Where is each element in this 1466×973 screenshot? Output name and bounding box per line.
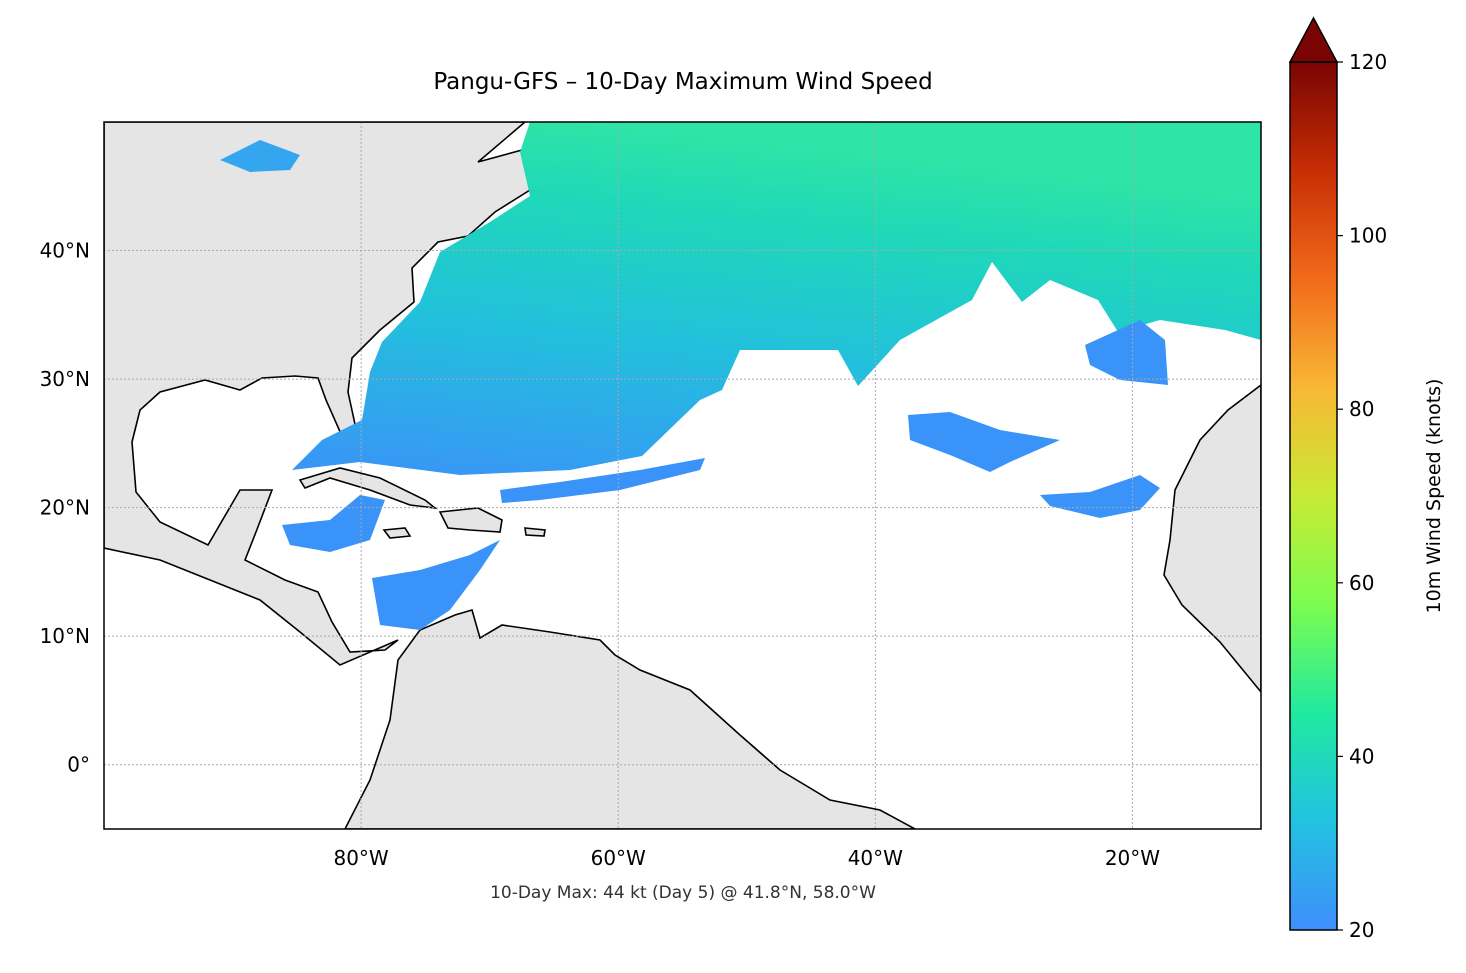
colorbar-tick-label: 100 [1349,224,1387,248]
colorbar-label: 10m Wind Speed (knots) [1423,379,1445,614]
colorbar-tick-label: 120 [1349,50,1387,74]
x-tick-label: 60°W [591,846,646,870]
x-tick-label: 40°W [848,846,903,870]
colorbar-frame [1289,61,1338,931]
wind-field [908,412,1060,472]
y-tick-label: 20°N [40,496,90,520]
wind-field [292,122,1261,475]
footnote: 10-Day Max: 44 kt (Day 5) @ 41.8°N, 58.0… [490,883,876,903]
north-america [104,122,531,666]
colorbar-tick-label: 60 [1349,571,1374,595]
colorbar-tick-label: 80 [1349,397,1374,421]
wind-field [282,495,385,552]
colorbar [1290,62,1337,930]
colorbar-extension [1288,16,1339,63]
map-frame [103,121,1262,830]
jamaica [382,527,412,539]
y-tick-label: 0° [67,753,90,777]
grid [104,122,1261,829]
y-tick-label: 30°N [40,367,90,391]
map [104,122,1261,829]
wind-field [220,140,300,172]
puerto-rico [524,527,546,537]
chart-title: Pangu-GFS – 10-Day Maximum Wind Speed [433,69,932,95]
cuba [298,467,438,510]
y-tick-label: 10°N [40,624,90,648]
africa [1163,383,1261,694]
colorbar-tick-label: 40 [1349,744,1374,768]
x-tick-label: 20°W [1105,846,1160,870]
south-america [344,609,916,829]
wind-field [372,540,500,630]
colorbar-tick-label: 20 [1349,918,1374,942]
x-tick-label: 80°W [333,846,388,870]
wind-field [500,458,705,503]
wind-field [1085,320,1168,385]
y-tick-label: 40°N [40,239,90,263]
